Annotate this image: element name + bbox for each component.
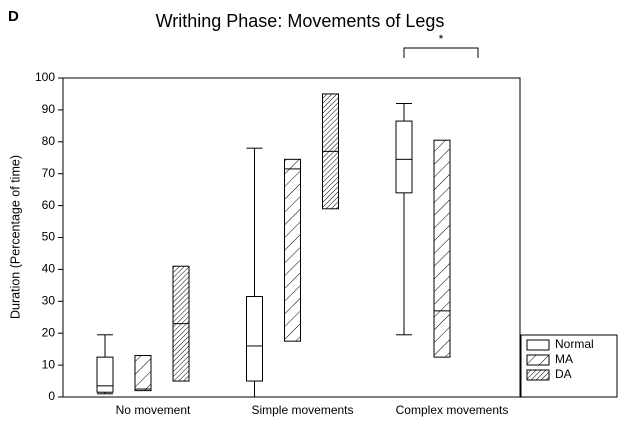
annotation: * — [439, 32, 444, 46]
x-tick-label: Complex movements — [396, 403, 509, 417]
box — [246, 296, 263, 382]
y-tick-label: 90 — [42, 102, 56, 116]
y-tick-label: 10 — [42, 357, 56, 371]
y-tick-label: 30 — [42, 293, 56, 307]
y-tick-label: 20 — [42, 325, 56, 339]
y-tick-label: 60 — [42, 198, 56, 212]
legend-label: DA — [555, 367, 572, 381]
y-tick-label: 80 — [42, 134, 56, 148]
box — [433, 139, 451, 358]
legend-swatch — [526, 354, 550, 366]
legend-label: Normal — [555, 337, 594, 351]
y-tick-label: 100 — [35, 70, 55, 84]
y-axis-label: Duration (Percentage of time) — [8, 155, 22, 319]
box — [284, 158, 301, 342]
significance-bracket — [403, 47, 479, 58]
panel-label: D — [8, 8, 19, 25]
legend-swatch — [526, 369, 550, 381]
y-tick-label: 70 — [42, 166, 56, 180]
box — [134, 355, 152, 392]
y-tick-label: 40 — [42, 262, 56, 276]
y-tick-label: 50 — [42, 230, 56, 244]
box — [96, 356, 114, 393]
box — [395, 120, 413, 194]
x-tick-label: Simple movements — [251, 403, 353, 417]
legend-swatch — [526, 339, 550, 351]
chart-title: Writhing Phase: Movements of Legs — [156, 11, 445, 31]
y-tick-label: 0 — [48, 389, 55, 403]
x-tick-label: No movement — [116, 403, 191, 417]
legend-label: MA — [555, 352, 573, 366]
